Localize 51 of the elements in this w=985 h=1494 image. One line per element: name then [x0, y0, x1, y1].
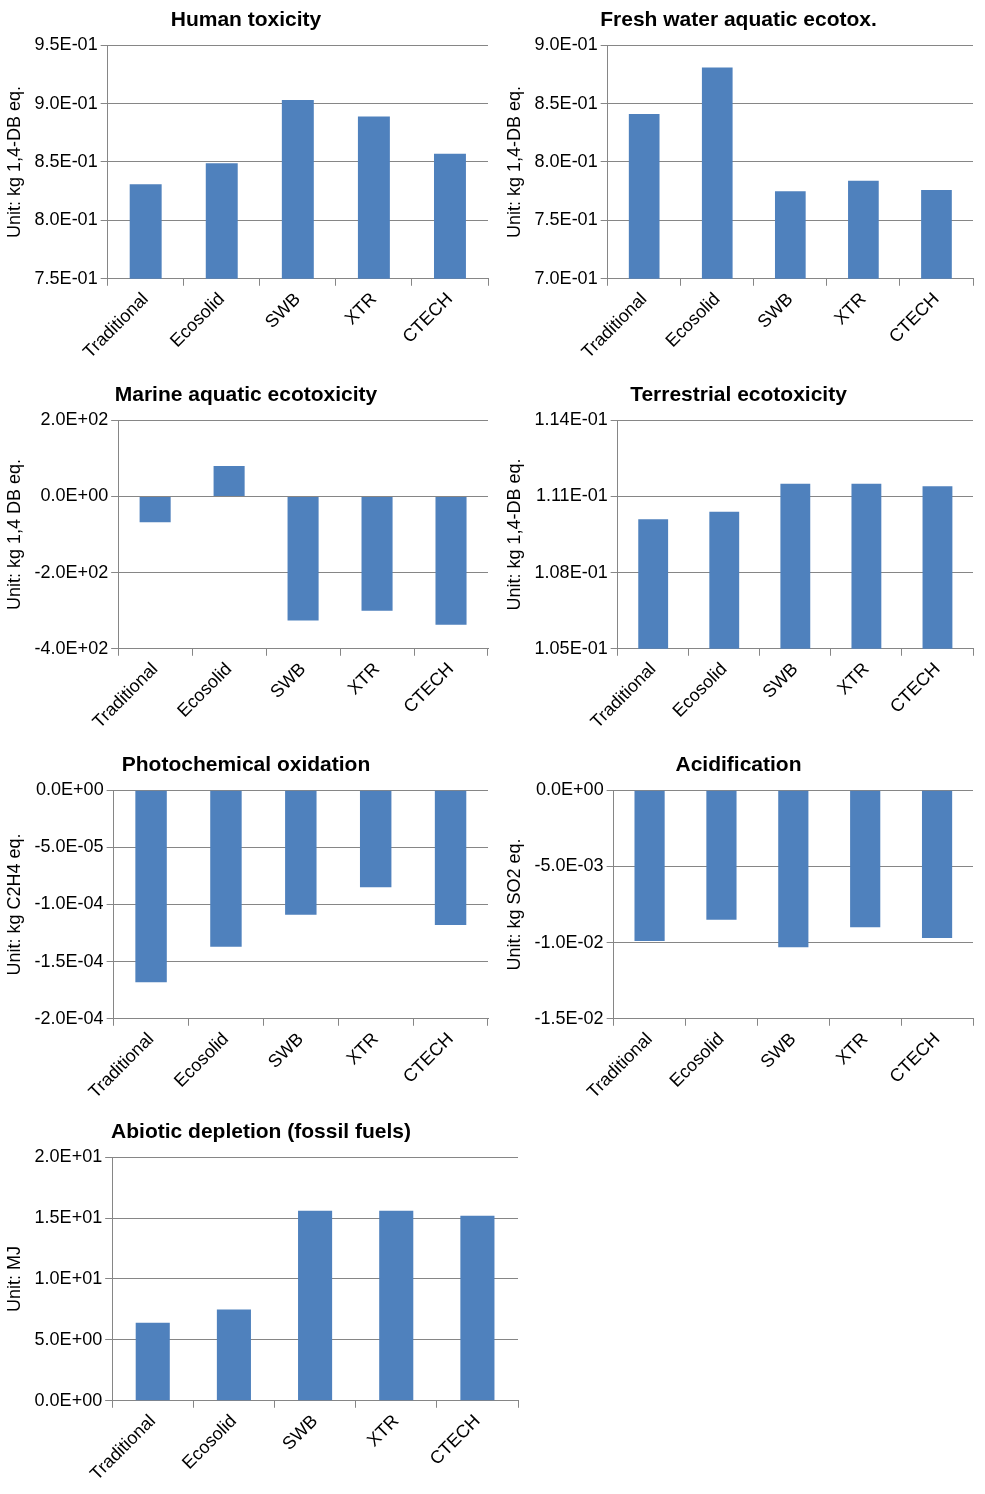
y-tick-label: 1.0E+01: [34, 1267, 103, 1288]
y-tick-label: 1.05E-01: [534, 637, 608, 658]
bar: [216, 1309, 251, 1401]
y-tick-label: 7.5E-01: [534, 209, 598, 230]
chart-title: Photochemical oxidation: [121, 752, 371, 776]
chart-title: Terrestrial ecotoxicity: [630, 382, 848, 406]
y-tick-label: 1.08E-01: [534, 561, 608, 582]
y-axis-title: Unit: kg 1,4-DB eq.: [3, 85, 24, 239]
y-tick-label: 8.5E-01: [34, 150, 98, 171]
y-tick-label: -5.0E-03: [534, 855, 604, 876]
y-tick-label: 7.5E-01: [34, 267, 98, 288]
y-tick-label: 0.0E+00: [36, 779, 104, 800]
y-tick-label: -1.0E-02: [534, 931, 604, 952]
chart-title: Acidification: [675, 752, 802, 776]
y-tick-label: 1.5E+01: [34, 1207, 103, 1228]
y-tick-label: 9.5E-01: [34, 34, 98, 55]
chart-title: Fresh water aquatic ecotox.: [600, 7, 877, 31]
y-tick-label: 8.0E-01: [34, 209, 98, 230]
y-tick-label: 0.0E+00: [536, 779, 604, 800]
bar: [379, 1210, 414, 1401]
chart-title: Abiotic depletion (fossil fuels): [111, 1119, 411, 1143]
bar: [460, 1215, 495, 1401]
y-tick-label: 9.0E-01: [34, 92, 98, 113]
y-tick-label: 2.0E+01: [34, 1146, 103, 1167]
y-tick-label: 2.0E+02: [40, 409, 109, 430]
y-tick-label: -1.5E-04: [34, 950, 104, 971]
y-tick-label: 8.5E-01: [534, 92, 598, 113]
y-axis-title: Unit: kg SO2 eq.: [503, 838, 524, 971]
y-axis-title: Unit: kg 1,4 DB eq.: [3, 458, 24, 611]
y-axis-title: Unit: kg 1,4-DB eq.: [503, 85, 524, 239]
y-tick-label: -5.0E-05: [34, 836, 104, 857]
chart-title: Marine aquatic ecotoxicity: [114, 382, 378, 406]
bar: [298, 1210, 333, 1401]
y-tick-label: 1.11E-01: [535, 485, 608, 506]
y-tick-label: -2.0E+02: [34, 561, 109, 582]
bar: [135, 1322, 170, 1401]
y-axis-title: Unit: kg 1,4-DB eq.: [503, 458, 524, 611]
y-tick-label: 5.0E+00: [34, 1328, 103, 1349]
y-tick-label: 1.14E-01: [534, 409, 608, 430]
y-tick-label: 7.0E-01: [534, 267, 598, 288]
y-tick-label: 0.0E+00: [40, 485, 109, 506]
y-tick-label: -1.5E-02: [534, 1007, 604, 1028]
y-tick-label: 0.0E+00: [34, 1389, 103, 1410]
y-axis-title: Unit: MJ: [3, 1245, 24, 1312]
y-axis-title: Unit: kg C2H4 eq.: [3, 833, 24, 976]
y-tick-label: 8.0E-01: [534, 150, 598, 171]
y-tick-label: -4.0E+02: [34, 637, 109, 658]
y-tick-label: -1.0E-04: [34, 893, 104, 914]
y-tick-label: -2.0E-04: [34, 1007, 104, 1028]
chart-title: Human toxicity: [170, 7, 322, 31]
y-tick-label: 9.0E-01: [534, 34, 598, 55]
